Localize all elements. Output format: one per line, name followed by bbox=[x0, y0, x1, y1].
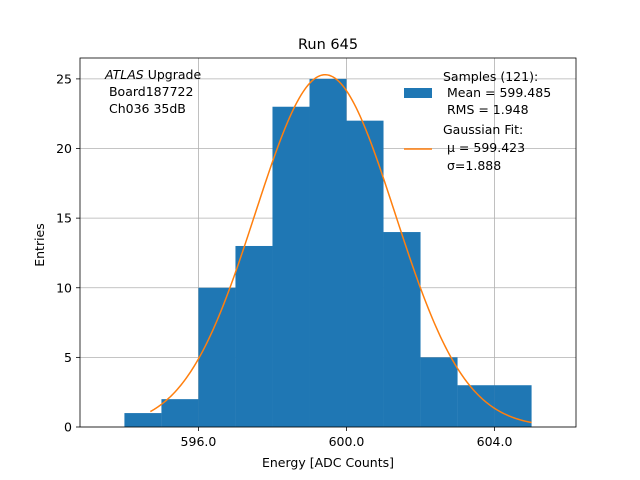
x-tick-label: 596.0 bbox=[181, 434, 217, 449]
histogram-bar bbox=[124, 413, 162, 427]
x-axis-ticks: 596.0 600.0 604.0 bbox=[181, 427, 513, 449]
gaussian-fit-line bbox=[149, 73, 532, 424]
legend-fit-sigma: σ=1.888 bbox=[447, 158, 501, 173]
histogram-bar bbox=[383, 232, 421, 427]
legend-samples-rms: RMS = 1.948 bbox=[443, 102, 529, 117]
histogram-bar bbox=[235, 245, 273, 427]
histogram-bar bbox=[198, 287, 236, 427]
annotation-board: Board187722 bbox=[105, 84, 193, 99]
histogram-bar bbox=[420, 357, 458, 427]
histogram-bar bbox=[272, 106, 310, 428]
x-tick-label: 604.0 bbox=[477, 434, 513, 449]
axes-frame bbox=[79, 57, 577, 428]
legend-fit-mu: μ = 599.423 bbox=[447, 140, 525, 155]
histogram-bar bbox=[309, 78, 347, 428]
y-tick-label: 5 bbox=[64, 350, 72, 365]
y-tick-label: 10 bbox=[56, 280, 72, 295]
y-axis-ticks: 0 5 10 15 20 25 bbox=[56, 71, 80, 435]
y-axis-label: Entries bbox=[32, 223, 47, 267]
legend-samples-swatch bbox=[404, 88, 432, 98]
legend-fit-title: Gaussian Fit: bbox=[443, 122, 523, 137]
upgrade-label: Upgrade bbox=[144, 67, 202, 82]
x-tick-label: 600.0 bbox=[329, 434, 365, 449]
y-tick-label: 0 bbox=[64, 420, 72, 435]
legend-samples-title: Samples (121): bbox=[443, 69, 538, 84]
chart-title: Run 645 bbox=[298, 37, 358, 53]
annotation-line-1: ATLAS Upgrade bbox=[104, 67, 201, 82]
y-tick-label: 20 bbox=[56, 141, 72, 156]
x-axis-label: Energy [ADC Counts] bbox=[262, 455, 394, 470]
legend-samples-mean: Mean = 599.485 bbox=[443, 85, 551, 100]
histogram-bar bbox=[161, 399, 199, 427]
y-tick-label: 15 bbox=[56, 211, 72, 226]
histogram-bar bbox=[346, 120, 384, 428]
atlas-annotation: ATLAS Upgrade Board187722 Ch036 35dB bbox=[104, 67, 201, 116]
y-tick-label: 25 bbox=[56, 71, 72, 86]
histogram-bar bbox=[457, 385, 495, 427]
annotation-channel: Ch036 35dB bbox=[105, 101, 186, 116]
legend: Samples (121): Mean = 599.485 RMS = 1.94… bbox=[404, 69, 551, 173]
atlas-label: ATLAS bbox=[104, 67, 144, 82]
histogram-bar bbox=[494, 385, 532, 427]
